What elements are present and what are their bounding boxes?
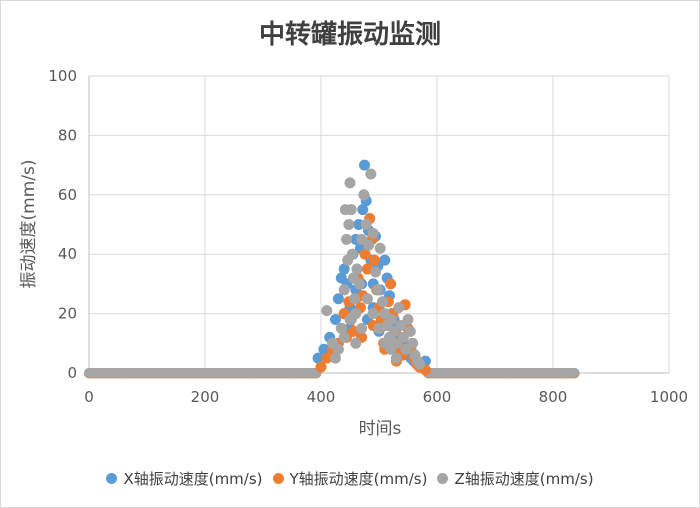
- x-tick-label: 1000: [650, 388, 688, 406]
- data-point: [330, 314, 341, 326]
- data-point: [357, 204, 369, 216]
- y-tick-label: 40: [58, 245, 77, 263]
- y-axis-label: 振动速度(mm/s): [19, 160, 39, 289]
- x-axis-label: 时间s: [359, 419, 402, 439]
- y-tick-label: 0: [67, 364, 77, 382]
- data-point: [361, 293, 373, 305]
- data-point: [338, 284, 350, 296]
- data-point: [321, 305, 333, 317]
- data-point: [345, 204, 357, 216]
- data-point: [390, 352, 402, 364]
- data-point: [407, 337, 419, 349]
- data-point: [332, 293, 344, 305]
- data-point: [356, 322, 368, 334]
- legend-label: Z轴振动速度(mm/s): [454, 470, 594, 488]
- data-point: [353, 278, 365, 290]
- data-point: [344, 177, 356, 189]
- data-point: [368, 254, 380, 266]
- data-point: [374, 242, 386, 254]
- data-point: [346, 248, 358, 260]
- legend-label: X轴振动速度(mm/s): [123, 470, 263, 488]
- data-point: [379, 254, 391, 266]
- data-point: [353, 219, 365, 230]
- data-point: [338, 331, 350, 343]
- data-point: [367, 308, 379, 320]
- legend-marker: [437, 473, 449, 484]
- data-point: [376, 296, 388, 308]
- data-point: [372, 284, 384, 296]
- legend-item: Z轴振动速度(mm/s): [437, 468, 594, 489]
- y-tick-label: 20: [58, 305, 77, 323]
- data-point: [373, 322, 385, 334]
- data-point: [393, 302, 405, 314]
- data-point: [386, 314, 398, 326]
- gridlines: [89, 75, 670, 373]
- data-point: [330, 352, 341, 364]
- data-point: [385, 278, 397, 290]
- legend-marker: [106, 473, 118, 484]
- data-point: [414, 358, 426, 370]
- data-point: [359, 159, 370, 171]
- legend-label: Y轴振动速度(mm/s): [289, 470, 428, 488]
- data-point: [338, 263, 350, 275]
- data-point: [360, 219, 372, 230]
- legend-item: Y轴振动速度(mm/s): [272, 468, 428, 489]
- y-tick-label: 80: [58, 126, 77, 144]
- y-tick-label: 100: [48, 67, 77, 85]
- data-point: [318, 343, 330, 355]
- data-point: [321, 352, 333, 364]
- chart-title: 中转罐振动监测: [258, 20, 441, 50]
- data-point: [315, 361, 327, 373]
- data-point: [312, 352, 324, 364]
- data-point: [569, 368, 580, 378]
- data-point: [385, 343, 397, 355]
- data-point: [343, 219, 355, 230]
- legend: X轴振动速度(mm/s) Y轴振动速度(mm/s) Z轴振动速度(mm/s): [0, 468, 700, 489]
- data-point: [335, 322, 347, 334]
- data-point: [341, 233, 353, 245]
- data-point: [370, 266, 382, 278]
- data-point: [359, 248, 371, 260]
- data-point: [344, 314, 356, 326]
- x-tick-label: 0: [84, 388, 94, 406]
- x-tick-label: 400: [307, 388, 336, 406]
- data-point: [358, 189, 370, 201]
- data-point: [350, 337, 362, 349]
- legend-item: X轴振动速度(mm/s): [106, 468, 263, 489]
- data-point: [402, 314, 414, 326]
- legend-marker: [272, 473, 284, 484]
- data-point: [351, 263, 363, 275]
- data-point: [349, 293, 361, 305]
- y-tick-label: 60: [58, 186, 77, 204]
- x-tick-label: 600: [423, 388, 452, 406]
- data-point: [367, 227, 379, 239]
- x-tick-label: 200: [191, 388, 220, 406]
- data-point: [332, 343, 344, 355]
- data-point: [363, 239, 375, 251]
- x-tick-label: 800: [539, 388, 568, 406]
- data-point: [404, 325, 416, 337]
- data-point: [365, 168, 377, 180]
- data-points: [84, 159, 580, 379]
